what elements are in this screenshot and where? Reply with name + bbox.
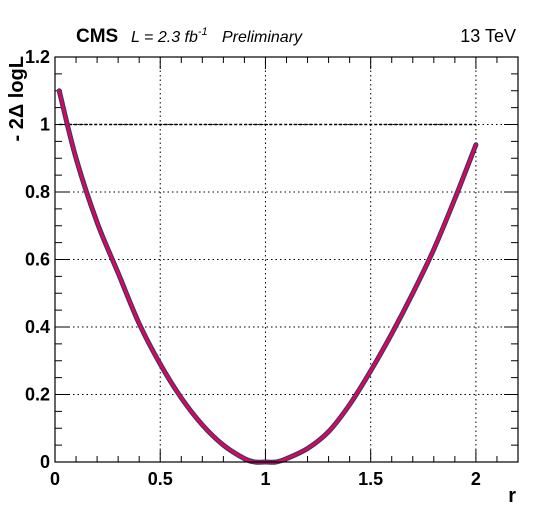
plot-frame	[54, 56, 519, 463]
x-tick-label: 1	[260, 469, 270, 489]
curve-point	[158, 362, 162, 366]
curve-point	[369, 369, 373, 373]
curve-point	[95, 220, 99, 224]
y-tick-label: 0.6	[25, 250, 50, 270]
curve-point	[348, 403, 352, 407]
lumi-label: L = 2.3 fb-1	[131, 26, 208, 46]
curve-point	[74, 156, 78, 160]
y-tick-label: 0.8	[25, 182, 50, 202]
curve-point	[116, 271, 120, 275]
curve-point	[432, 247, 436, 251]
curve-point	[390, 332, 394, 336]
energy-label: 13 TeV	[460, 26, 516, 46]
curve-point	[327, 430, 330, 434]
x-tick-label: 0.5	[148, 469, 173, 489]
x-axis-title: r	[508, 485, 516, 507]
curve-point	[200, 423, 204, 427]
y-tick-label: 1.2	[25, 47, 50, 67]
axis-ticks	[54, 56, 519, 463]
curve-point	[411, 291, 415, 295]
curve-point	[243, 457, 246, 461]
curve-point	[474, 143, 478, 147]
curve-point	[221, 443, 225, 447]
lumi-prefix: L = 2.3 fb	[131, 29, 198, 46]
tick-labels: 0 0.5 1 1.5 2 0 0.2 0.4 0.6 0.8 1 1.2	[25, 47, 481, 489]
status-label: Preliminary	[222, 29, 303, 46]
y-tick-label: 0.2	[25, 385, 50, 405]
experiment-label: CMS	[76, 26, 118, 47]
curve-point	[285, 457, 288, 461]
y-tick-label: 1	[40, 115, 50, 135]
curve-point	[179, 396, 183, 400]
y-tick-label: 0	[40, 452, 50, 472]
x-tick-label: 2	[471, 469, 481, 489]
curve-point	[57, 89, 61, 93]
curve-point	[306, 447, 309, 450]
curve-point	[137, 322, 141, 326]
lumi-exponent: -1	[198, 26, 208, 38]
x-tick-label: 1.5	[358, 469, 383, 489]
y-axis-title: - 2Δ logL	[6, 56, 28, 141]
y-tick-label: 0.4	[25, 317, 50, 337]
curve-point	[453, 197, 457, 201]
x-tick-label: 0	[50, 469, 60, 489]
